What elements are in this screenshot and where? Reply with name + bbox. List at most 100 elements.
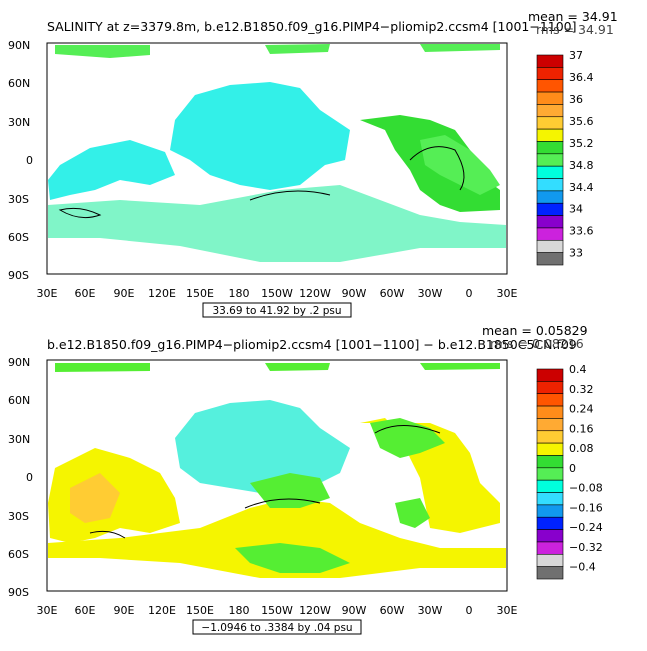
colorbar-swatch: [536, 504, 564, 518]
colorbar-label: 0.08: [569, 442, 594, 455]
lon-label: 30E: [497, 287, 518, 300]
lat-label: 30N: [8, 433, 30, 446]
lon-label: 60W: [380, 287, 405, 300]
lon-label: 90E: [114, 287, 135, 300]
difference-map-area: [46, 359, 508, 592]
lat-label: 0: [26, 154, 33, 167]
lon-label: 90W: [342, 604, 367, 617]
lat-label: 60N: [8, 77, 30, 90]
colorbar-swatch: [536, 67, 564, 81]
ocean-patch-atlantic-central: [420, 135, 500, 195]
colorbar-swatch: [536, 190, 564, 204]
diff-patch-north-atlantic: [370, 418, 445, 458]
diff-patch-arctic-central: [265, 363, 330, 371]
colorbar-label: −0.24: [569, 521, 603, 534]
difference-contour-2: [244, 498, 321, 509]
lon-label: 150W: [261, 287, 293, 300]
lon-label: 150W: [261, 604, 293, 617]
colorbar-swatch: [536, 128, 564, 142]
lon-label: 120W: [299, 604, 331, 617]
diff-patch-south-pacific: [250, 473, 330, 508]
lon-label: 0: [466, 604, 473, 617]
lon-label: 120E: [148, 604, 176, 617]
difference-contour-1: [89, 530, 126, 539]
ocean-patch-indian: [48, 140, 175, 200]
difference-mean-text: mean = 0.05829: [482, 323, 588, 338]
diff-patch-south-atlantic: [395, 498, 430, 528]
lon-label: 30E: [37, 604, 58, 617]
salinity-contour-2: [249, 190, 331, 201]
lat-label: 60S: [8, 548, 29, 561]
colorbar-swatch: [536, 239, 564, 253]
lon-label: 60E: [75, 604, 96, 617]
salinity-map-figure: SALINITY at z=3379.8m, b.e12.B1850.f09_g…: [8, 9, 618, 318]
lon-label: 30E: [497, 604, 518, 617]
colorbar-swatch: [536, 215, 564, 229]
colorbar-label: 35.2: [569, 137, 594, 150]
colorbar-label: 33.6: [569, 225, 594, 238]
colorbar-label: 36: [569, 93, 583, 106]
colorbar-swatch: [536, 553, 564, 567]
colorbar-swatch: [536, 442, 564, 456]
diff-patch-arctic-east: [420, 363, 500, 370]
difference-map-title: b.e12.B1850.f09_g16.PIMP4−pliomip2.ccsm4…: [47, 337, 577, 352]
lon-label: 120E: [148, 287, 176, 300]
difference-colorbar: 0.4 0.32 0.24 0.16 0.08 0 −0.08 −0.16 −0.24 −0.32…: [536, 363, 603, 580]
salinity-contour-3: [409, 146, 465, 191]
salinity-rms-text: rms = 34.91: [536, 22, 614, 37]
colorbar-swatch: [536, 79, 564, 93]
lon-label: 30E: [37, 287, 58, 300]
lon-label: 60W: [380, 604, 405, 617]
lat-label: 0: [26, 471, 33, 484]
ocean-patch-arctic-central: [265, 44, 330, 54]
colorbar-label: −0.16: [569, 501, 603, 514]
colorbar-swatch: [536, 418, 564, 432]
colorbar-swatch: [536, 393, 564, 407]
diff-patch-atlantic: [360, 418, 500, 533]
diff-patch-pacific: [175, 400, 350, 493]
difference-rms-text: rms = 0.08216: [490, 336, 584, 351]
lat-label: 60N: [8, 394, 30, 407]
lon-label: 150E: [186, 287, 214, 300]
lon-label: 30W: [418, 604, 443, 617]
colorbar-label: 0.24: [569, 403, 594, 416]
ocean-patch-arctic-west: [55, 45, 150, 58]
colorbar-swatch: [536, 202, 564, 216]
colorbar-swatch: [536, 381, 564, 395]
colorbar-swatch: [536, 104, 564, 118]
salinity-map-panel: SALINITY at z=3379.8m, b.e12.B1850.f09_g…: [0, 0, 647, 323]
colorbar-label: 35.6: [569, 115, 594, 128]
lon-label: 180: [229, 604, 250, 617]
colorbar-swatch: [536, 467, 564, 481]
lon-label: 180: [229, 287, 250, 300]
colorbar-label: 34.8: [569, 159, 594, 172]
colorbar-label: 0.32: [569, 383, 594, 396]
lon-label: 150E: [186, 604, 214, 617]
colorbar-swatch: [536, 405, 564, 419]
colorbar-swatch: [536, 141, 564, 155]
lat-label: 30N: [8, 116, 30, 129]
lat-label: 90N: [8, 39, 30, 52]
colorbar-swatch: [536, 529, 564, 543]
salinity-lon-labels: 30E 60E 90E 120E 150E 180 150W 120W 90W …: [37, 287, 518, 300]
colorbar-label: 33: [569, 247, 583, 260]
colorbar-swatch: [536, 368, 564, 382]
diff-patch-southern: [48, 498, 506, 578]
colorbar-label: 0.16: [569, 422, 594, 435]
lat-label: 60S: [8, 231, 29, 244]
salinity-range-label: 33.69 to 41.92 by .2 psu: [212, 305, 341, 317]
diff-patch-arctic-west: [55, 363, 150, 372]
ocean-patch-arctic-east: [420, 44, 500, 52]
colorbar-swatch: [536, 492, 564, 506]
colorbar-label: 0.4: [569, 363, 587, 376]
difference-range-box: −1.0946 to .3384 by .04 psu: [192, 619, 362, 635]
salinity-mean-text: mean = 34.91: [528, 9, 618, 24]
lon-label: 90W: [342, 287, 367, 300]
diff-patch-indian-orange: [70, 473, 120, 523]
colorbar-swatch: [536, 227, 564, 241]
colorbar-swatch: [536, 516, 564, 530]
colorbar-label: 36.4: [569, 71, 594, 84]
colorbar-label: 0: [569, 462, 576, 475]
colorbar-swatch: [536, 165, 564, 179]
lon-label: 120W: [299, 287, 331, 300]
